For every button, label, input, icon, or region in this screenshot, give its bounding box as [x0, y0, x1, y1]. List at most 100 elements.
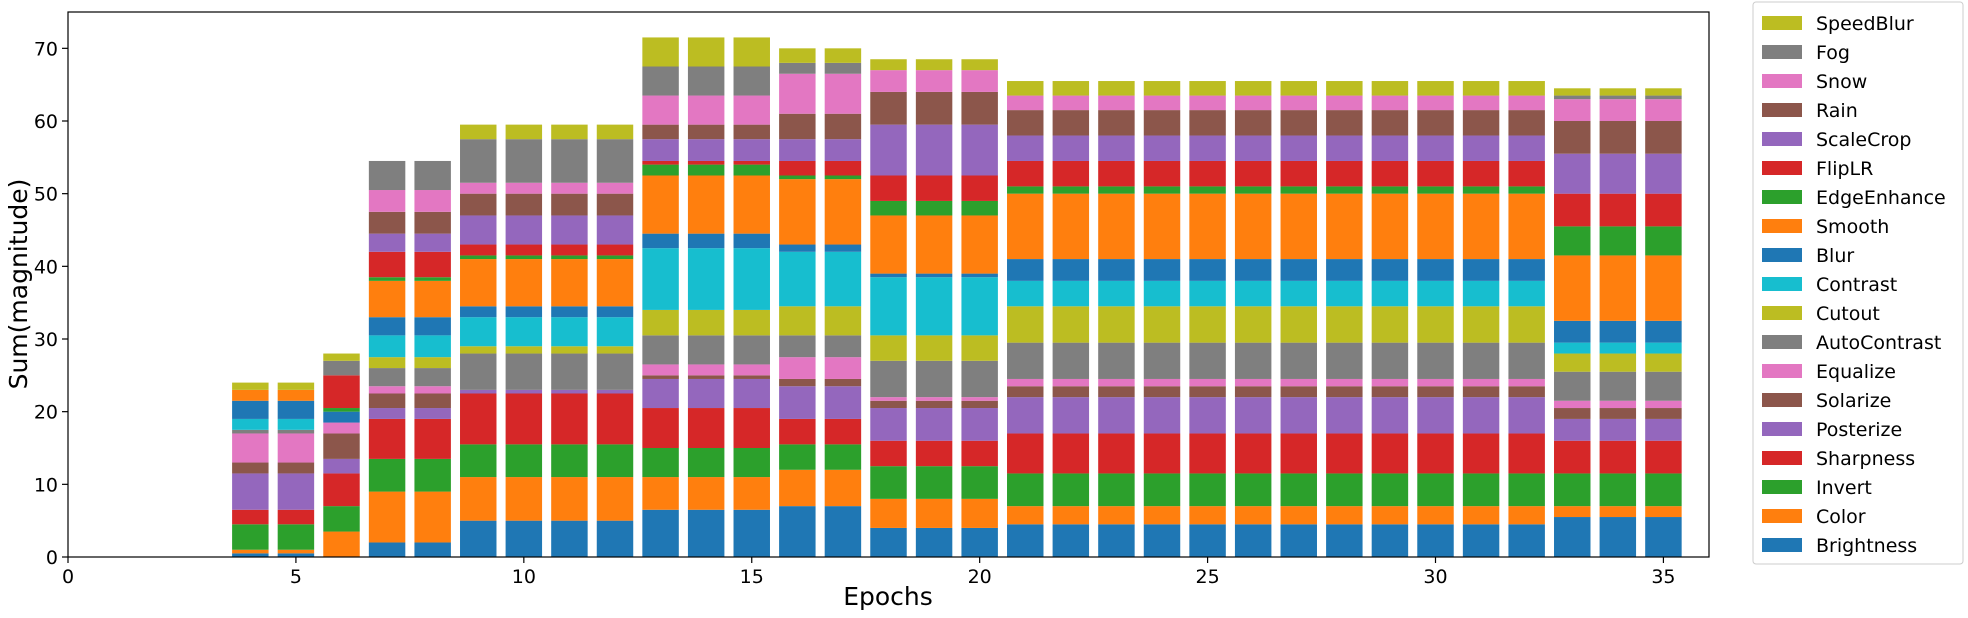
bar-segment-blur — [414, 317, 451, 336]
legend-swatch-cutout — [1762, 306, 1802, 320]
bar-segment-snow — [1052, 95, 1090, 111]
bar-segment-equalize — [1371, 378, 1409, 387]
bar-segment-invert — [596, 444, 634, 478]
bar-segment-posterize — [687, 378, 725, 409]
bar-segment-smooth — [1417, 193, 1454, 260]
bar-segment-rain — [1645, 121, 1682, 154]
bar-segment-fliplr — [824, 160, 862, 176]
bar-segment-speedblur — [1189, 81, 1226, 96]
bar-segment-snow — [779, 73, 816, 114]
bar-segment-brightness — [414, 542, 451, 557]
bar-segment-blur — [551, 306, 588, 318]
bar-segment-equalize — [1052, 378, 1090, 387]
bar-segment-equalize — [870, 397, 907, 401]
bar-segment-speedblur — [277, 382, 315, 390]
bar-segment-equalize — [1554, 400, 1591, 409]
bar-segment-solarize — [232, 462, 269, 474]
bar-segment-autocontrast — [1098, 342, 1135, 379]
bar-segment-sharpness — [232, 509, 269, 525]
bar-segment-posterize — [1098, 397, 1135, 434]
bar-segment-cutout — [1462, 306, 1500, 343]
bar-segment-cutout — [551, 346, 588, 354]
bar-segment-autocontrast — [1371, 342, 1409, 379]
bar-segment-rain — [596, 193, 634, 216]
bar-segment-invert — [1371, 473, 1409, 507]
bar-segment-fliplr — [323, 375, 360, 409]
bar-segment-posterize — [460, 389, 497, 394]
bar-segment-fliplr — [1007, 160, 1044, 187]
bar-segment-fliplr — [460, 244, 497, 256]
bar-segment-autocontrast — [870, 360, 907, 398]
x-tick-label: 5 — [290, 566, 302, 588]
bar-segment-solarize — [1326, 386, 1363, 398]
bar-segment-contrast — [642, 248, 679, 310]
bar-segment-equalize — [277, 433, 315, 463]
legend-label-speedblur: SpeedBlur — [1816, 13, 1914, 35]
bar-segment-snow — [1508, 95, 1545, 111]
bar-segment-brightness — [368, 542, 406, 557]
bar-segment-color — [1599, 506, 1637, 518]
bar-segment-fliplr — [1143, 160, 1181, 187]
bar-segment-posterize — [1599, 418, 1637, 441]
bar-segment-cutout — [505, 346, 543, 354]
bar-segment-blur — [1007, 259, 1044, 281]
bar-segment-color — [1234, 506, 1272, 525]
bar-segment-contrast — [505, 317, 543, 347]
bar-segment-posterize — [1052, 397, 1090, 434]
bar-segment-smooth — [1052, 193, 1090, 260]
bar-segment-rain — [870, 91, 907, 125]
bar-segment-fliplr — [1645, 193, 1682, 227]
bar-segment-fog — [1599, 95, 1637, 100]
bar-segment-sharpness — [596, 393, 634, 445]
bar-segment-sharpness — [687, 408, 725, 448]
bar-segment-speedblur — [551, 124, 588, 140]
bar-segment-snow — [1371, 95, 1409, 111]
bar-segment-rain — [414, 211, 451, 234]
bar-segment-smooth — [1234, 193, 1272, 260]
bar-segment-autocontrast — [779, 335, 816, 358]
bar-segment-smooth — [1189, 193, 1226, 260]
legend-swatch-contrast — [1762, 277, 1802, 291]
bar-segment-color — [551, 477, 588, 521]
bar-segment-sharpness — [1462, 433, 1500, 474]
bar-segment-autocontrast — [1462, 342, 1500, 379]
bar-segment-scalecrop — [368, 233, 406, 252]
bar-segment-fliplr — [1234, 160, 1272, 187]
bar-segment-autocontrast — [1645, 371, 1682, 401]
bar-segment-cutout — [870, 335, 907, 361]
bar-segment-blur — [733, 233, 770, 249]
bar-segment-scalecrop — [961, 124, 998, 176]
bar-segment-equalize — [687, 364, 725, 376]
bar-segment-scalecrop — [824, 139, 862, 161]
bar-segment-solarize — [779, 378, 816, 387]
bar-segment-rain — [460, 193, 497, 216]
bar-segment-solarize — [323, 433, 360, 459]
bar-segment-smooth — [1645, 255, 1682, 321]
x-tick-label: 0 — [62, 566, 74, 588]
bar-segment-posterize — [505, 389, 543, 394]
bar-segment-brightness — [1508, 524, 1545, 557]
bar-segment-fliplr — [1280, 160, 1317, 187]
bar-segment-contrast — [1554, 342, 1591, 354]
bar-segment-cutout — [915, 335, 953, 361]
legend-swatch-invert — [1762, 480, 1802, 494]
bar-segment-fog — [824, 62, 862, 74]
bar-segment-brightness — [1554, 517, 1591, 557]
bar-segment-blur — [596, 306, 634, 318]
bar-segment-color — [414, 491, 451, 543]
bar-segment-autocontrast — [1234, 342, 1272, 379]
legend-swatch-snow — [1762, 74, 1802, 88]
bar-segment-brightness — [915, 527, 953, 557]
bar-segment-fliplr — [915, 175, 953, 201]
bar-segment-scalecrop — [460, 215, 497, 245]
bar-segment-speedblur — [1599, 88, 1637, 96]
x-tick-label: 10 — [512, 566, 536, 588]
bar-segment-smooth — [505, 259, 543, 307]
bar-segment-rain — [824, 113, 862, 140]
bar-segment-autocontrast — [596, 353, 634, 390]
bar-segment-fliplr — [551, 244, 588, 256]
bar-segment-sharpness — [1554, 440, 1591, 474]
bar-segment-autocontrast — [1143, 342, 1181, 379]
bar-segment-color — [1052, 506, 1090, 525]
legend-label-snow: Snow — [1816, 71, 1867, 93]
